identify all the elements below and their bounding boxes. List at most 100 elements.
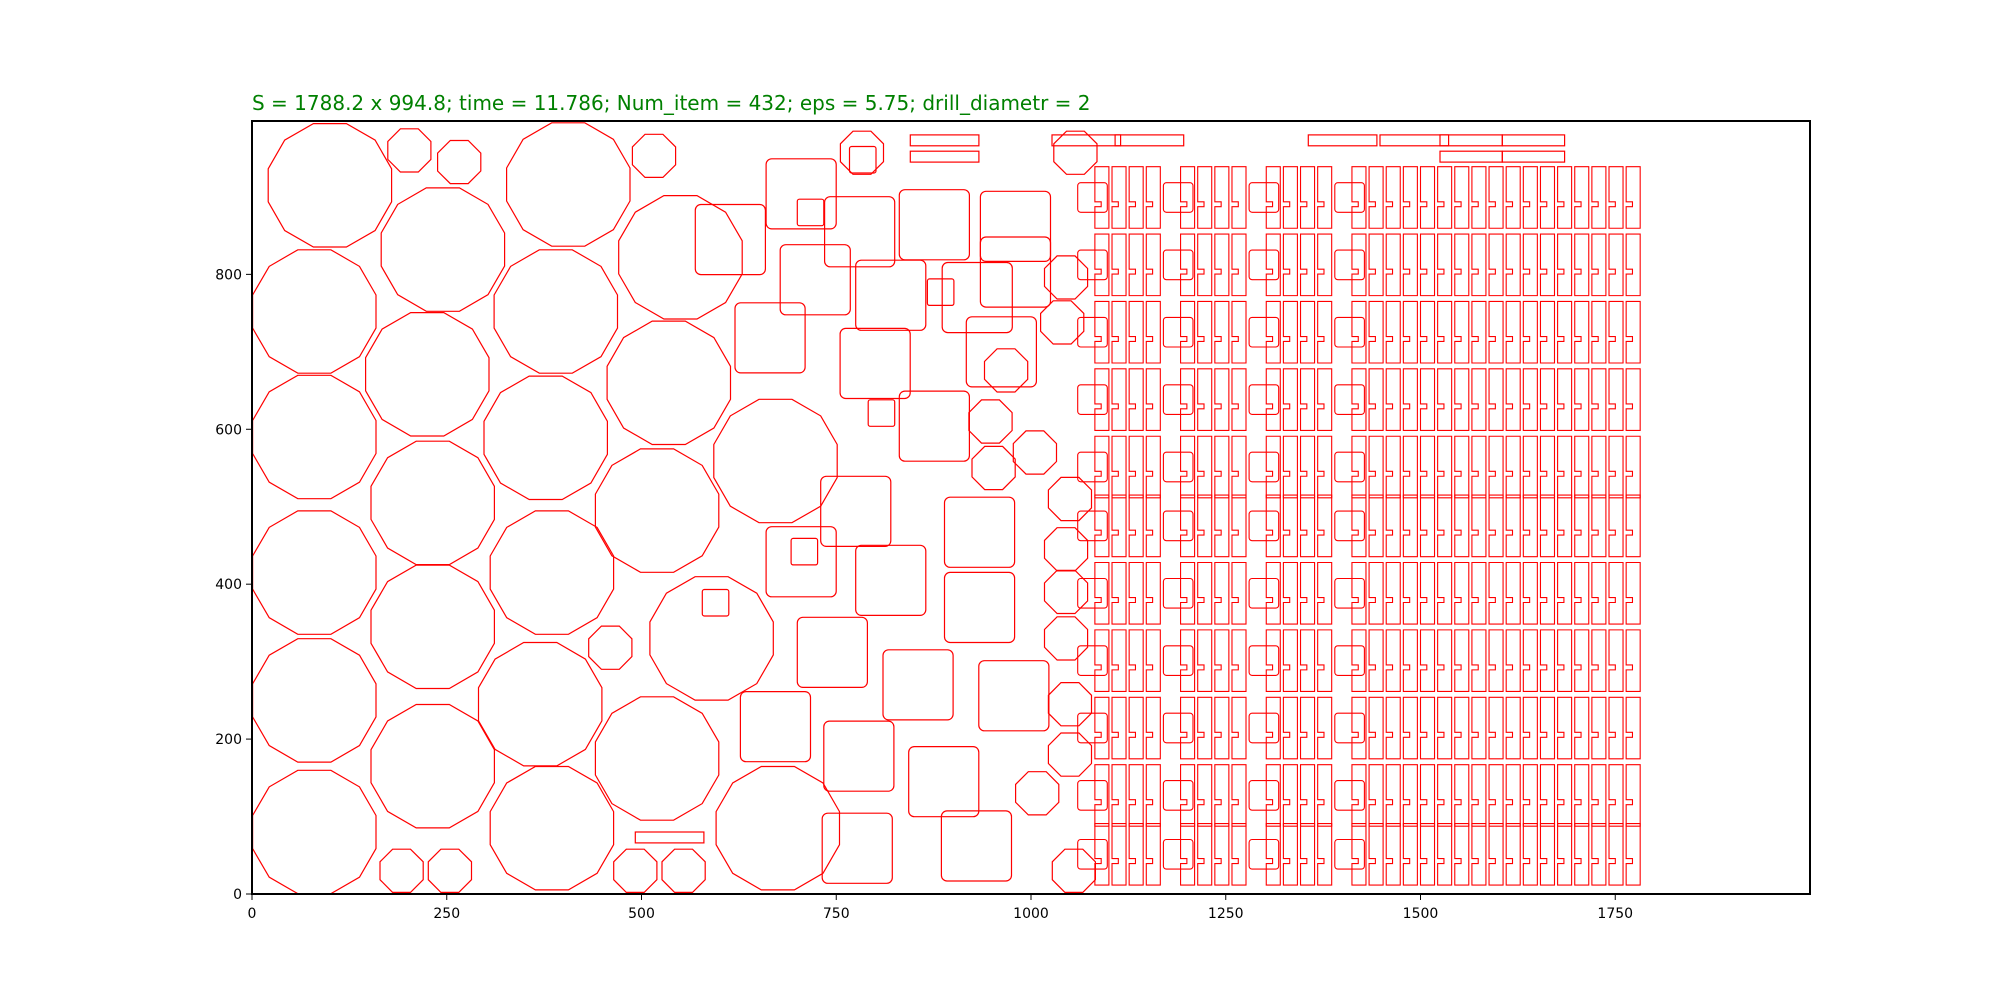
item-bracket (1455, 630, 1469, 692)
item-polygon (972, 446, 1015, 489)
item-bracket (1506, 630, 1520, 692)
item-bracket (1472, 301, 1486, 363)
item-bracket (1455, 824, 1469, 886)
item-bracket (1575, 562, 1589, 624)
item-bracket (1386, 630, 1400, 692)
y-tick-label: 200 (215, 732, 242, 748)
item-bracket (1403, 765, 1417, 827)
item-bracket (1146, 765, 1160, 827)
item-bracket (1112, 697, 1126, 759)
item-bracket (1489, 436, 1503, 498)
item-square (766, 527, 836, 597)
item-square (941, 811, 1011, 881)
item-polygon (595, 697, 718, 820)
item-bracket (1575, 301, 1589, 363)
item-bracket (1198, 562, 1212, 624)
item-bracket (1129, 301, 1143, 363)
item-bracket (1232, 495, 1246, 557)
item-bracket (1523, 167, 1537, 229)
item-bracket (1472, 167, 1486, 229)
item-bracket (1626, 630, 1640, 692)
item-polygon (1016, 772, 1059, 815)
item-bar (1308, 135, 1377, 146)
item-polygon (380, 849, 423, 892)
item-polygon (253, 250, 376, 373)
item-polygon (494, 250, 617, 373)
item-bracket (1215, 697, 1229, 759)
item-square (856, 545, 926, 615)
item-bracket (1609, 167, 1623, 229)
item-bracket (1506, 824, 1520, 886)
item-bracket (1369, 697, 1383, 759)
item-polygon (607, 321, 730, 444)
item-bracket (1403, 369, 1417, 431)
item-bracket (1215, 495, 1229, 557)
item-polygon (589, 626, 632, 669)
item-bracket (1232, 697, 1246, 759)
item-bracket (1558, 824, 1572, 886)
item-bracket (1506, 301, 1520, 363)
item-bracket (1301, 562, 1315, 624)
item-polygon (366, 313, 489, 436)
item-bracket (1301, 824, 1315, 886)
item-bracket (1386, 301, 1400, 363)
item-bracket (1540, 234, 1554, 296)
item-polygon (840, 131, 883, 174)
item-bracket (1301, 369, 1315, 431)
item-bracket (1301, 167, 1315, 229)
item-bracket (1626, 697, 1640, 759)
item-bracket (1215, 436, 1229, 498)
item-bracket (1472, 824, 1486, 886)
item-bracket (1318, 369, 1332, 431)
item-bracket (1146, 301, 1160, 363)
item-polygon (371, 441, 494, 564)
item-small-square (1249, 452, 1279, 482)
item-bracket (1609, 301, 1623, 363)
item-bracket (1438, 630, 1452, 692)
item-bracket (1592, 234, 1606, 296)
item-bracket (1386, 436, 1400, 498)
item-bracket (1523, 697, 1537, 759)
item-bracket (1438, 301, 1452, 363)
item-bracket (1318, 301, 1332, 363)
item-bracket (1523, 234, 1537, 296)
item-bracket (1438, 167, 1452, 229)
item-bracket (1472, 562, 1486, 624)
item-small-square (1163, 646, 1193, 676)
item-bracket (1318, 824, 1332, 886)
item-bracket (1506, 495, 1520, 557)
item-small-square (1249, 183, 1279, 213)
item-square (979, 661, 1049, 731)
item-polygon (507, 123, 630, 246)
item-bracket (1421, 436, 1435, 498)
item-bracket (1472, 234, 1486, 296)
item-bracket (1626, 824, 1640, 886)
item-bracket (1626, 234, 1640, 296)
item-bracket (1558, 495, 1572, 557)
item-bracket (1421, 234, 1435, 296)
item-bracket (1215, 630, 1229, 692)
item-bracket (1455, 765, 1469, 827)
item-bracket (1403, 436, 1417, 498)
item-polygon (371, 565, 494, 688)
item-small-square (1335, 317, 1365, 347)
item-bracket (1421, 301, 1435, 363)
item-bracket (1506, 369, 1520, 431)
item-bracket (1369, 301, 1383, 363)
item-bracket (1455, 436, 1469, 498)
item-polygon (1045, 617, 1088, 660)
item-bracket (1129, 436, 1143, 498)
item-polygon (253, 375, 376, 498)
item-bracket (1283, 630, 1297, 692)
item-bracket (1146, 562, 1160, 624)
y-axis: 0200400600800 (215, 267, 252, 903)
item-bracket (1146, 495, 1160, 557)
item-small-square (1335, 183, 1365, 213)
item-bracket (1146, 436, 1160, 498)
item-bracket (1198, 765, 1212, 827)
item-bracket (1592, 495, 1606, 557)
item-small-square (1163, 713, 1193, 743)
item-polygon (614, 849, 657, 892)
item-small-square (1078, 646, 1108, 676)
